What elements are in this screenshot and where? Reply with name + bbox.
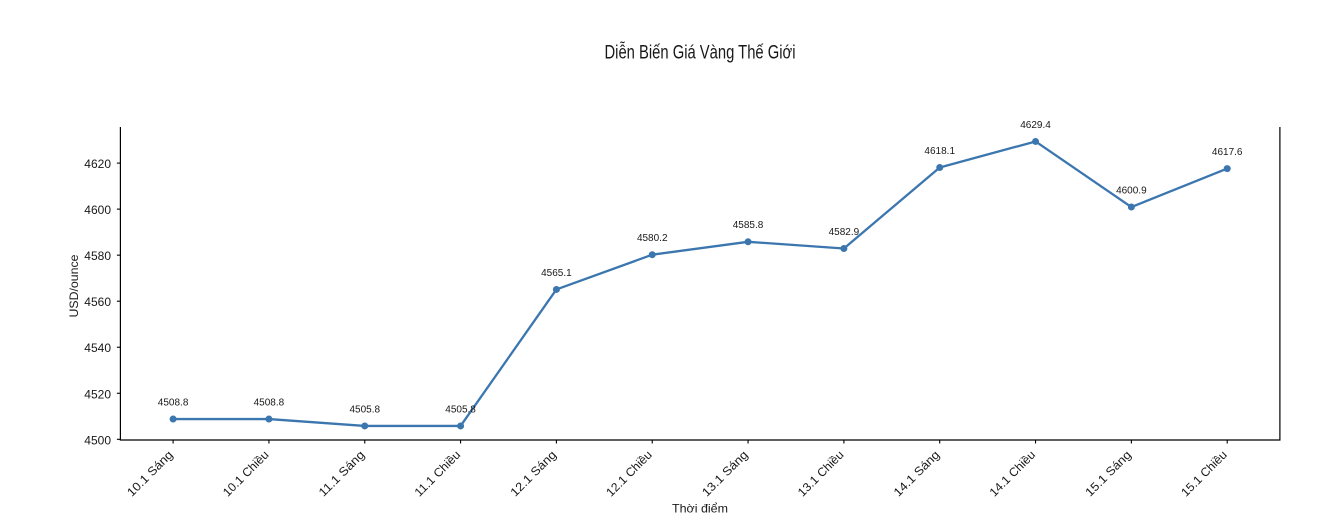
svg-text:4600.9: 4600.9 — [1116, 185, 1147, 196]
svg-text:4505.8: 4505.8 — [349, 404, 380, 415]
svg-text:4580: 4580 — [84, 249, 111, 263]
svg-text:4582.9: 4582.9 — [829, 227, 860, 238]
svg-text:4585.8: 4585.8 — [733, 220, 764, 231]
svg-text:4540: 4540 — [84, 341, 111, 355]
svg-text:Diễn Biến Giá Vàng Thế Giới: Diễn Biến Giá Vàng Thế Giới — [605, 42, 796, 64]
svg-text:4505.8: 4505.8 — [445, 404, 476, 415]
svg-text:4565.1: 4565.1 — [541, 268, 572, 279]
svg-text:4560: 4560 — [84, 295, 111, 309]
svg-text:4629.4: 4629.4 — [1020, 120, 1051, 131]
svg-text:Thời điểm: Thời điểm — [672, 502, 728, 516]
svg-text:4508.8: 4508.8 — [158, 397, 189, 408]
svg-text:4618.1: 4618.1 — [924, 146, 955, 157]
svg-text:4617.6: 4617.6 — [1212, 147, 1243, 158]
svg-text:4508.8: 4508.8 — [254, 397, 285, 408]
svg-text:4500: 4500 — [84, 433, 111, 447]
svg-text:4520: 4520 — [84, 387, 111, 401]
svg-text:USD/ounce: USD/ounce — [67, 254, 81, 317]
svg-text:4580.2: 4580.2 — [637, 233, 668, 244]
svg-text:4600: 4600 — [84, 203, 111, 217]
svg-text:4620: 4620 — [84, 157, 111, 171]
